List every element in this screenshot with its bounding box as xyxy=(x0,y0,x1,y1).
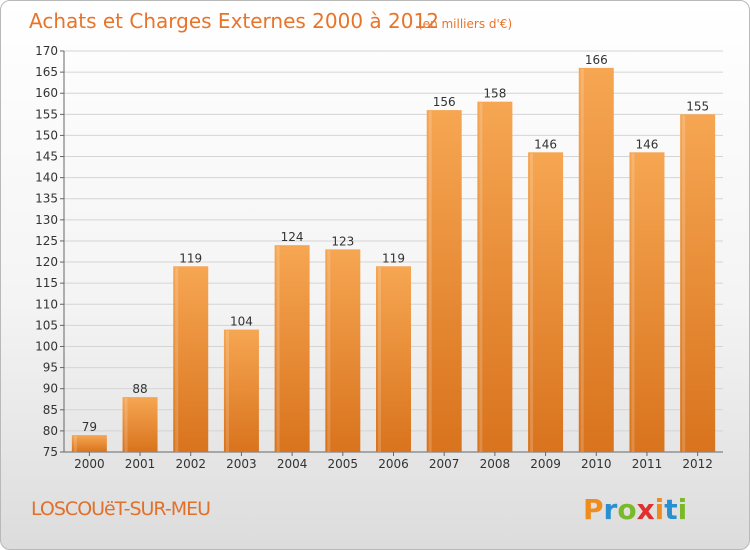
data-labels: 79 88 119 104 124 123 119 156 158 146 166 146 155 xyxy=(82,53,709,434)
bar-highlight xyxy=(479,102,483,452)
x-tick-label-2002: 2002 xyxy=(175,457,206,471)
proxiti-logo: Proxiti xyxy=(583,493,687,526)
y-tick-label: 170 xyxy=(35,44,58,58)
x-tick-label-2009: 2009 xyxy=(530,457,561,471)
bar-2000 xyxy=(71,435,107,452)
data-label-2003: 104 xyxy=(230,315,253,329)
y-tick-label: 95 xyxy=(43,361,58,375)
y-tick-label: 130 xyxy=(35,213,58,227)
x-tick-label-2006: 2006 xyxy=(378,457,409,471)
bar-2007 xyxy=(426,110,462,453)
bar-highlight xyxy=(276,246,280,452)
logo-letter: x xyxy=(637,493,655,526)
bar-highlight xyxy=(631,153,635,452)
bar-highlight xyxy=(124,398,128,452)
bar-2010 xyxy=(578,67,614,452)
bars xyxy=(71,67,716,453)
data-label-2011: 146 xyxy=(636,137,659,151)
x-tick-label-2000: 2000 xyxy=(74,457,105,471)
y-tick-label: 115 xyxy=(35,276,58,290)
bar-highlight xyxy=(682,115,686,452)
x-axis-ticks: 2000 2001 2002 2003 2004 2005 2006 2007 2008 2009… xyxy=(74,452,713,471)
x-tick-label-2005: 2005 xyxy=(328,457,359,471)
logo-letter: i xyxy=(678,493,688,526)
logo-letter: i xyxy=(655,493,665,526)
logo-letter: r xyxy=(604,493,618,526)
data-label-2008: 158 xyxy=(483,87,506,101)
bar-2005 xyxy=(325,249,361,452)
y-tick-label: 150 xyxy=(35,128,58,142)
bar-2004 xyxy=(274,245,310,452)
bar-2008 xyxy=(477,101,513,452)
chart-subtitle: (en milliers d'€) xyxy=(418,17,512,31)
data-label-2009: 146 xyxy=(534,137,557,151)
y-tick-label: 120 xyxy=(35,255,58,269)
bar-highlight xyxy=(175,267,179,452)
x-tick-label-2007: 2007 xyxy=(429,457,460,471)
data-label-2005: 123 xyxy=(331,234,354,248)
bar-highlight xyxy=(378,267,381,452)
y-tick-label: 160 xyxy=(35,86,58,100)
x-tick-label-2010: 2010 xyxy=(581,457,612,471)
y-tick-label: 85 xyxy=(43,403,58,417)
data-label-2012: 155 xyxy=(686,99,709,113)
data-label-2007: 156 xyxy=(433,95,456,109)
x-tick-label-2008: 2008 xyxy=(480,457,511,471)
logo-letter: t xyxy=(664,493,677,526)
logo-letter: o xyxy=(617,493,636,526)
chart-title: Achats et Charges Externes 2000 à 2012 xyxy=(29,9,439,33)
bar-highlight xyxy=(428,111,432,453)
data-label-2001: 88 xyxy=(132,382,147,396)
bar-2012 xyxy=(680,114,716,452)
x-tick-label-2012: 2012 xyxy=(682,457,713,471)
y-tick-label: 125 xyxy=(35,234,58,248)
data-label-2000: 79 xyxy=(82,420,97,434)
bar-2011 xyxy=(629,152,665,452)
y-axis-ticks: 75 80 85 90 95 100 105 110 115 120 125 130 135 140 145… xyxy=(35,44,64,459)
bar-highlight xyxy=(225,330,229,452)
x-tick-label-2003: 2003 xyxy=(226,457,257,471)
bar-2001 xyxy=(122,397,158,452)
y-tick-label: 165 xyxy=(35,65,58,79)
y-tick-label: 80 xyxy=(43,424,58,438)
y-tick-label: 155 xyxy=(35,107,58,121)
data-label-2004: 124 xyxy=(281,230,304,244)
bar-2009 xyxy=(528,152,564,452)
bar-highlight xyxy=(327,250,331,452)
data-label-2002: 119 xyxy=(179,251,202,265)
y-tick-label: 75 xyxy=(43,445,58,459)
x-tick-label-2011: 2011 xyxy=(632,457,663,471)
bar-2006 xyxy=(376,266,411,452)
bar-2002 xyxy=(173,266,209,452)
bar-highlight xyxy=(73,436,77,452)
y-tick-label: 135 xyxy=(35,192,58,206)
data-label-2006: 119 xyxy=(382,251,405,265)
x-tick-label-2004: 2004 xyxy=(277,457,308,471)
commune-name: LOSCOUëT-SUR-MEU xyxy=(31,498,210,520)
y-tick-label: 100 xyxy=(35,339,58,353)
x-tick-label-2001: 2001 xyxy=(125,457,156,471)
bar-highlight xyxy=(580,68,584,452)
bar-2003 xyxy=(223,329,259,452)
y-tick-label: 90 xyxy=(43,382,58,396)
data-label-2010: 166 xyxy=(585,53,608,67)
y-tick-label: 110 xyxy=(35,297,58,311)
y-tick-label: 105 xyxy=(35,318,58,332)
bar-highlight xyxy=(530,153,534,452)
y-tick-label: 140 xyxy=(35,171,58,185)
y-tick-label: 145 xyxy=(35,150,58,164)
logo-letter: P xyxy=(583,493,604,526)
